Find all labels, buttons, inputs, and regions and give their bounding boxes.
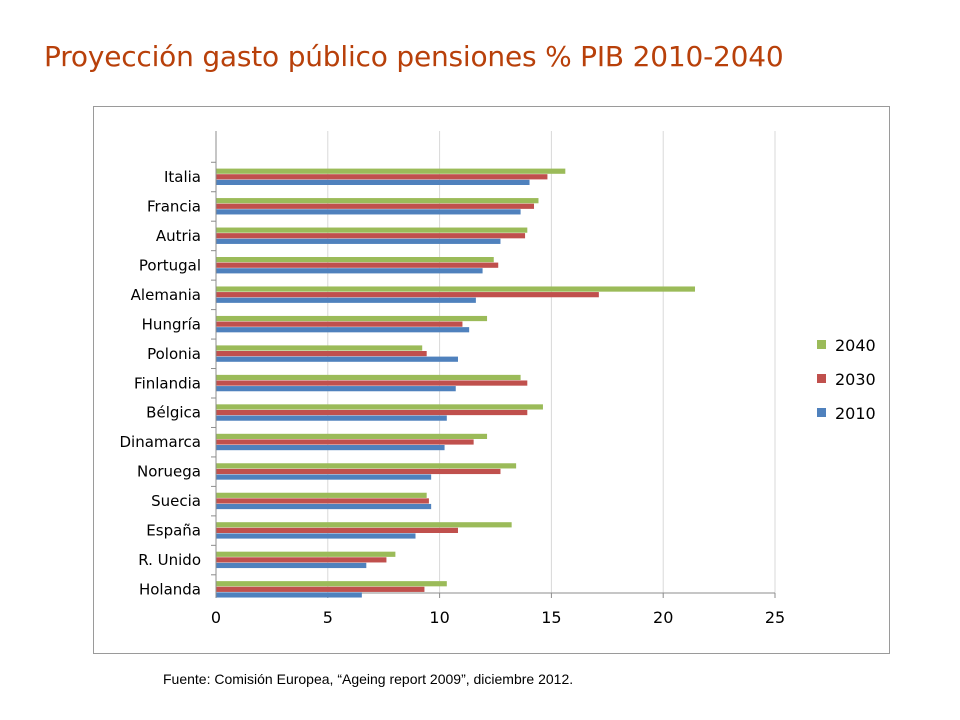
- bar-2030: [216, 409, 528, 416]
- legend-swatch-2040: [817, 340, 826, 349]
- x-tick-label: 0: [211, 608, 221, 627]
- bar-2040: [216, 198, 539, 204]
- bar-2030: [216, 321, 463, 327]
- bar-2010: [216, 562, 367, 569]
- x-tick-label: 20: [653, 608, 673, 627]
- legend-label: 2030: [835, 370, 876, 389]
- chart-area: 0 5 10 15 20 25 Italia Francia Autria Portugal Ale…: [93, 106, 890, 654]
- bar-2040: [216, 433, 488, 439]
- bar-2040: [216, 257, 494, 263]
- bar-2010: [216, 386, 456, 392]
- source-note: Fuente: Comisión Europea, “Ageing report…: [163, 671, 574, 687]
- bar-2010: [216, 327, 470, 333]
- bar-2030: [216, 292, 599, 298]
- bar-2010: [216, 592, 362, 598]
- bar-2040: [216, 374, 521, 381]
- category-label: Finlandia: [134, 374, 201, 392]
- legend-label: 2040: [835, 336, 876, 355]
- bar-2030: [216, 351, 427, 357]
- bar-2010: [216, 503, 432, 510]
- category-label: Dinamarca: [120, 433, 202, 451]
- bar-2040: [216, 581, 447, 587]
- bar-2030: [216, 380, 528, 386]
- bar-2040: [216, 168, 566, 174]
- bar-2040: [216, 551, 396, 557]
- bar-2010: [216, 533, 416, 539]
- category-label: Bélgica: [146, 404, 201, 422]
- bar-2010: [216, 474, 432, 480]
- bar-2030: [216, 262, 499, 268]
- bar-2040: [216, 315, 488, 322]
- category-label: España: [146, 522, 201, 540]
- bar-2010: [216, 415, 447, 421]
- x-tick-label: 5: [323, 608, 333, 627]
- bar-2010: [216, 297, 476, 303]
- bar-2010: [216, 445, 445, 451]
- category-label: Alemania: [131, 286, 201, 304]
- category-label: R. Unido: [138, 551, 201, 569]
- bar-2040: [216, 345, 423, 351]
- bar-2030: [216, 468, 501, 475]
- bar-2030: [216, 498, 429, 504]
- category-label: Portugal: [139, 256, 201, 274]
- bar-2010: [216, 179, 530, 185]
- bar-2040: [216, 227, 528, 233]
- bar-2030: [216, 203, 535, 209]
- bar-2040: [216, 463, 517, 469]
- bar-2010: [216, 238, 501, 244]
- x-tick-label: 10: [429, 608, 449, 627]
- category-label: Noruega: [137, 463, 201, 481]
- bar-2040: [216, 404, 543, 410]
- legend-swatch-2030: [817, 374, 826, 383]
- bar-2010: [216, 209, 521, 215]
- category-label: Polonia: [147, 345, 201, 363]
- category-label: Suecia: [151, 492, 201, 510]
- category-label: Autria: [156, 227, 201, 245]
- x-tick-label: 15: [541, 608, 561, 627]
- bar-2030: [216, 557, 387, 563]
- category-label: Hungría: [142, 315, 201, 333]
- bar-2030: [216, 439, 474, 445]
- bar-2010: [216, 268, 483, 274]
- bar-2030: [216, 174, 548, 180]
- bar-2040: [216, 492, 427, 498]
- bar-2030: [216, 527, 458, 533]
- bar-2040: [216, 522, 512, 528]
- category-label: Holanda: [139, 581, 201, 599]
- bar-2030: [216, 586, 425, 592]
- page-title: Proyección gasto público pensiones % PIB…: [44, 40, 784, 73]
- bar-2010: [216, 356, 458, 362]
- category-label: Francia: [147, 197, 201, 215]
- legend-swatch-2010: [817, 408, 826, 417]
- category-label: Italia: [164, 168, 201, 186]
- bar-chart: 0 5 10 15 20 25 Italia Francia Autria Portugal Ale…: [120, 131, 876, 627]
- x-tick-label: 25: [765, 608, 785, 627]
- legend-label: 2010: [835, 404, 876, 423]
- bar-2030: [216, 233, 526, 239]
- bar-2040: [216, 286, 696, 292]
